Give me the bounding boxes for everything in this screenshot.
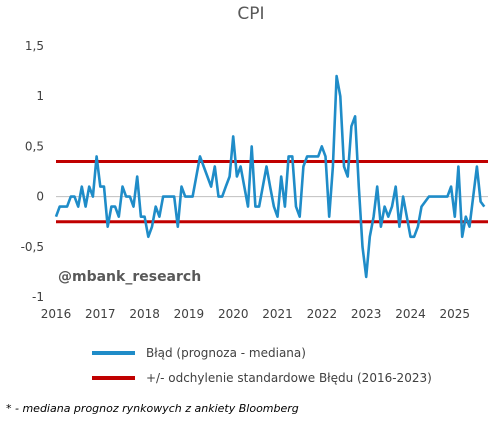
footnote: * - mediana prognoz rynkowych z ankiety … xyxy=(6,402,299,415)
x-tick-label: 2024 xyxy=(395,307,426,321)
y-tick-label: -0,5 xyxy=(21,240,44,254)
y-tick-label: 1,5 xyxy=(25,39,44,53)
x-tick-label: 2022 xyxy=(307,307,338,321)
error-series-line xyxy=(54,74,486,279)
y-tick-label: 1 xyxy=(36,89,44,103)
x-tick-label: 2020 xyxy=(218,307,249,321)
x-tick-label: 2018 xyxy=(129,307,160,321)
legend-label-error: Błąd (prognoza - mediana) xyxy=(146,346,306,360)
x-tick-label: 2016 xyxy=(41,307,72,321)
x-axis-ticks: 2016 2017 2018 2019 2020 2021 2022 2023 2024 2025 xyxy=(41,307,470,321)
watermark: @mbank_research xyxy=(58,269,201,285)
x-tick-label: 2019 xyxy=(174,307,205,321)
y-tick-label: 0 xyxy=(36,190,44,204)
y-axis-ticks: -1 -0,5 0 0,5 1 1,5 xyxy=(21,39,44,304)
x-tick-label: 2023 xyxy=(351,307,382,321)
x-tick-label: 2021 xyxy=(262,307,293,321)
y-tick-label: 0,5 xyxy=(25,139,44,153)
legend: Błąd (prognoza - mediana) +/- odchylenie… xyxy=(92,346,432,385)
legend-label-std: +/- odchylenie standardowe Błędu (2016-2… xyxy=(146,371,432,385)
x-tick-label: 2017 xyxy=(85,307,116,321)
x-tick-label: 2025 xyxy=(439,307,470,321)
y-tick-label: -1 xyxy=(32,290,44,304)
chart-title: CPI xyxy=(237,4,264,24)
